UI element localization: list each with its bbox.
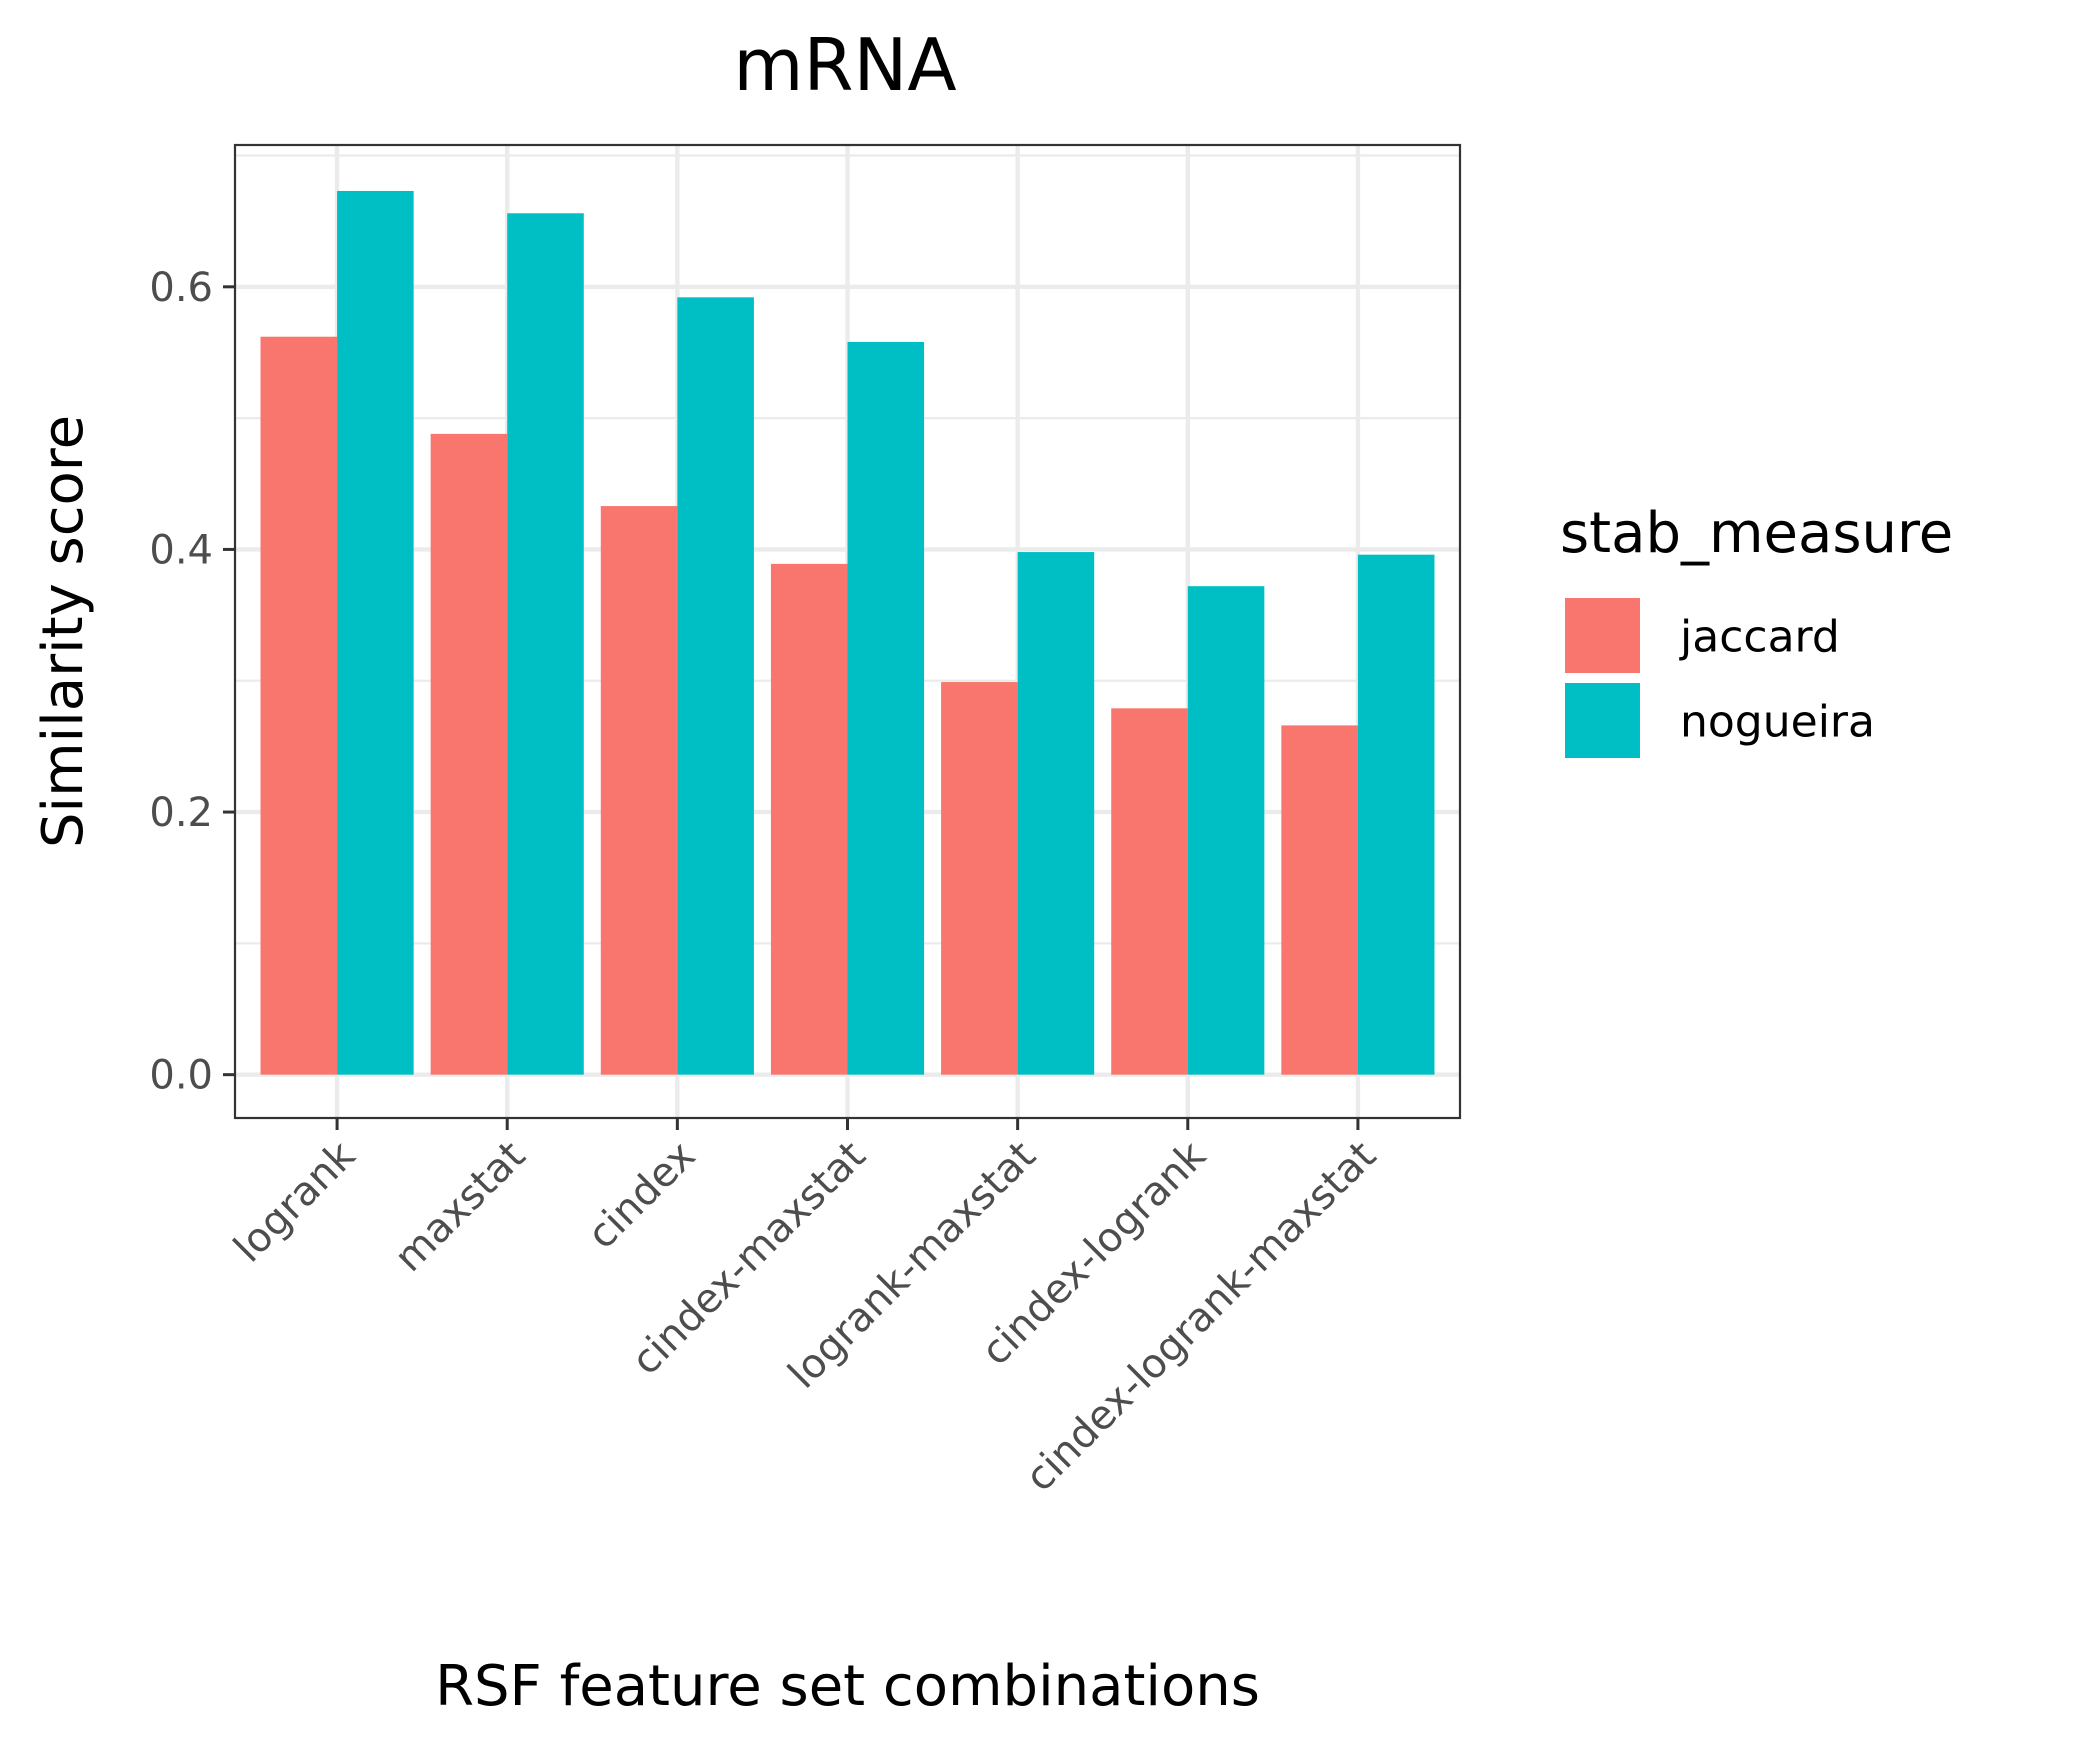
legend-items: jaccard nogueira [1565, 598, 1875, 758]
bar-jaccard-cindex [600, 506, 678, 1075]
bar-jaccard-logrank [260, 336, 338, 1075]
bar-jaccard-cindex-maxstat [770, 563, 848, 1075]
y-tick-label: 0.6 [149, 265, 213, 311]
legend-key-nogueira [1565, 683, 1640, 758]
bar-nogueira-cindex-maxstat [847, 341, 925, 1075]
bar-jaccard-logrank-maxstat [941, 682, 1018, 1075]
bar-nogueira-logrank [337, 190, 414, 1075]
bar-jaccard-cindex-logrank-maxstat [1281, 725, 1358, 1075]
bars [260, 190, 1435, 1075]
bar-nogueira-cindex-logrank [1187, 586, 1265, 1075]
bar-nogueira-maxstat [507, 213, 584, 1075]
bar-nogueira-cindex [677, 297, 754, 1075]
legend-key-jaccard [1565, 598, 1640, 673]
legend-label-jaccard: jaccard [1679, 612, 1840, 663]
x-axis-title: RSF feature set combinations [435, 1654, 1260, 1719]
y-tick-label: 0.4 [149, 527, 213, 573]
legend-title: stab_measure [1560, 501, 1953, 566]
chart-title: mRNA [733, 23, 956, 107]
bar-nogueira-logrank-maxstat [1017, 552, 1095, 1075]
y-axis-title: Similarity score [31, 415, 96, 848]
legend: stab_measure jaccard nogueira [1560, 501, 1953, 758]
y-tick-label: 0.2 [149, 790, 213, 836]
legend-label-nogueira: nogueira [1680, 697, 1875, 748]
y-tick-label: 0.0 [149, 1053, 213, 1099]
bar-jaccard-maxstat [430, 433, 508, 1075]
bar-jaccard-cindex-logrank [1111, 708, 1188, 1075]
bar-nogueira-cindex-logrank-maxstat [1357, 554, 1435, 1075]
